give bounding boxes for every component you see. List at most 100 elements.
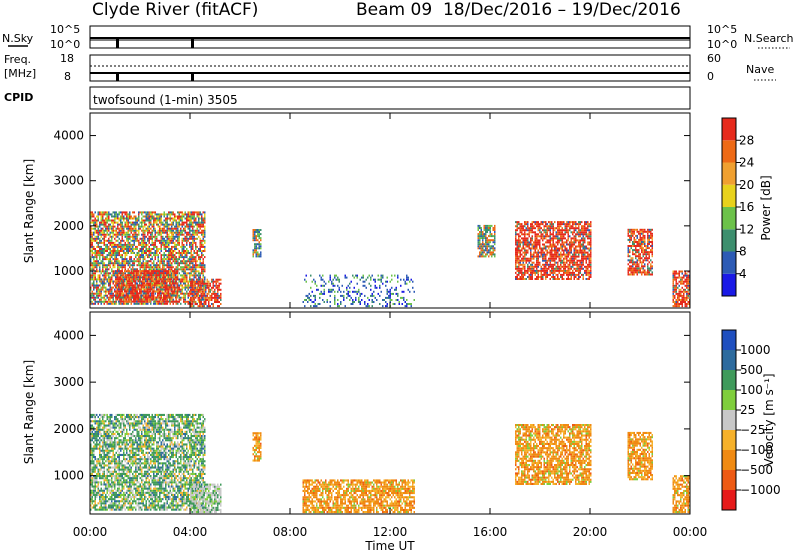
power-echo-cell xyxy=(97,296,99,299)
power-echo-cell xyxy=(540,221,542,224)
power-echo-cell xyxy=(578,231,580,234)
power-echo-cell xyxy=(109,264,111,267)
power-echo-cell xyxy=(189,241,191,244)
power-echo-cell xyxy=(162,266,164,269)
power-echo-cell xyxy=(166,219,168,222)
power-echo-cell xyxy=(121,294,123,297)
power-echo-cell xyxy=(112,270,114,273)
power-echo-cell xyxy=(537,278,539,280)
power-echo-cell xyxy=(516,249,518,252)
power-echo-cell xyxy=(147,248,149,250)
power-echo-cell xyxy=(116,280,118,283)
power-echo-cell xyxy=(201,245,203,248)
power-echo-cell xyxy=(186,243,188,246)
power-echo-cell xyxy=(338,286,340,289)
power-echo-cell xyxy=(546,225,548,228)
power-echo-cell xyxy=(175,239,177,242)
power-echo-cell xyxy=(202,245,204,248)
power-echo-cell xyxy=(151,215,153,218)
power-echo-cell xyxy=(175,223,177,226)
power-echo-cell xyxy=(115,282,117,285)
power-echo-cell xyxy=(198,213,200,216)
power-echo-cell xyxy=(124,282,126,285)
power-echo-cell xyxy=(160,288,162,291)
power-echo-cell xyxy=(202,235,204,238)
power-echo-cell xyxy=(519,227,521,230)
power-echo-cell xyxy=(94,262,96,265)
power-echo-cell xyxy=(552,239,554,242)
power-echo-cell xyxy=(564,227,566,230)
power-echo-cell xyxy=(391,278,393,281)
power-echo-cell xyxy=(109,260,111,263)
power-echo-cell xyxy=(127,233,129,236)
power-echo-cell xyxy=(94,256,96,259)
power-echo-cell xyxy=(322,284,324,287)
power-echo-cell xyxy=(193,288,195,291)
power-echo-cell xyxy=(173,278,175,281)
power-echo-cell xyxy=(184,250,186,252)
power-echo-cell xyxy=(128,288,130,291)
power-echo-cell xyxy=(180,223,182,226)
power-echo-cell xyxy=(144,233,146,236)
power-echo-cell xyxy=(137,300,139,303)
power-echo-cell xyxy=(214,301,216,303)
power-echo-cell xyxy=(585,235,587,238)
power-echo-cell xyxy=(102,211,104,214)
power-echo-cell xyxy=(139,225,141,228)
power-echo-cell xyxy=(198,270,200,273)
power-echo-cell xyxy=(121,300,123,303)
power-echo-cell xyxy=(558,221,560,224)
power-echo-cell xyxy=(573,231,575,234)
power-echo-cell xyxy=(154,237,156,240)
power-echo-cell xyxy=(537,269,539,272)
power-echo-cell xyxy=(174,231,176,234)
power-echo-cell xyxy=(515,235,517,238)
power-echo-cell xyxy=(157,213,159,216)
power-echo-cell xyxy=(114,284,116,287)
power-echo-cell xyxy=(96,260,98,263)
power-echo-cell xyxy=(582,249,584,252)
power-echo-cell xyxy=(100,239,102,242)
power-echo-cell xyxy=(169,302,171,305)
power-echo-cell xyxy=(560,257,562,260)
power-echo-cell xyxy=(169,282,171,285)
power-echo-cell xyxy=(534,278,536,280)
power-echo-cell xyxy=(156,254,158,257)
power-echo-cell xyxy=(144,225,146,228)
power-echo-cell xyxy=(160,300,162,303)
power-echo-cell xyxy=(178,296,180,299)
power-echo-cell xyxy=(334,290,336,293)
power-echo-cell xyxy=(126,282,128,285)
power-echo-cell xyxy=(134,282,136,285)
power-echo-cell xyxy=(343,296,345,299)
power-echo-cell xyxy=(163,268,165,271)
power-echo-cell xyxy=(194,282,196,285)
power-echo-cell xyxy=(531,221,533,224)
power-echo-cell xyxy=(329,278,331,281)
power-echo-cell xyxy=(192,211,194,214)
power-echo-cell xyxy=(488,245,490,248)
power-echo-cell xyxy=(118,280,120,283)
power-echo-cell xyxy=(114,302,116,305)
power-echo-cell xyxy=(202,225,204,228)
power-echo-cell xyxy=(204,229,206,232)
power-echo-cell xyxy=(542,223,544,226)
power-echo-cell xyxy=(175,274,177,277)
power-echo-cell xyxy=(121,286,123,289)
power-echo-cell xyxy=(172,217,174,220)
power-echo-cell xyxy=(146,292,148,295)
power-echo-cell xyxy=(189,274,191,277)
power-echo-cell xyxy=(166,278,168,281)
power-echo-cell xyxy=(563,235,565,238)
power-echo-cell xyxy=(136,252,138,254)
power-echo-cell xyxy=(151,239,153,242)
power-echo-cell xyxy=(97,241,99,244)
power-echo-cell xyxy=(209,284,211,287)
power-echo-cell xyxy=(578,225,580,228)
power-echo-cell xyxy=(181,286,183,289)
power-echo-cell xyxy=(576,231,578,234)
power-echo-cell xyxy=(406,282,408,285)
power-echo-cell xyxy=(94,223,96,226)
power-echo-cell xyxy=(91,243,93,246)
